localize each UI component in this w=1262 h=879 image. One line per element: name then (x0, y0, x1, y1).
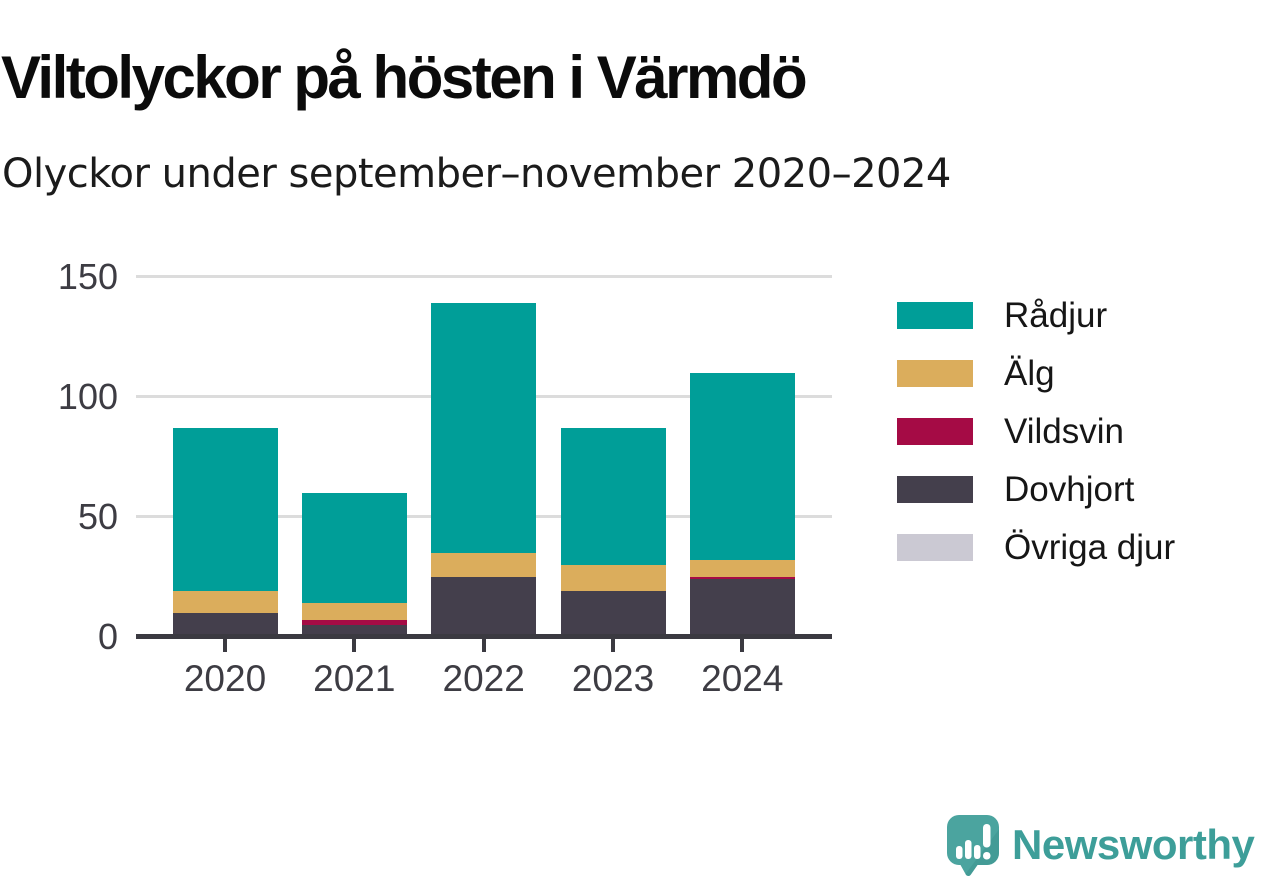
bar-segment-Vildsvin-2024 (689, 577, 795, 580)
bar-segment-Dovhjort-2024 (689, 579, 795, 637)
y-axis-tick-label: 50 (77, 495, 118, 537)
legend-item-Rådjur: Rådjur (897, 297, 1175, 333)
x-axis-tick (740, 639, 745, 652)
chart-legend: Rådjur Älg Vildsvin Dovhjort Övriga djur (897, 297, 1175, 592)
legend-label: Rådjur (1004, 295, 1108, 335)
bar-segment-Älg-2023 (560, 565, 666, 592)
legend-swatch-Rådjur (897, 302, 973, 329)
x-axis-label-2021: 2021 (313, 658, 396, 699)
x-axis-label-2024: 2024 (701, 658, 784, 699)
bar-segment-Rådjur-2022 (431, 303, 537, 553)
bar-segment-Älg-2022 (431, 553, 537, 577)
bar-segment-Vildsvin-2021 (301, 620, 407, 625)
brand-name: Newsworthy (1012, 821, 1255, 868)
bar-segment-Dovhjort-2020 (172, 613, 278, 637)
bar-segment-Rådjur-2024 (689, 373, 795, 561)
bar-segment-Älg-2021 (301, 603, 407, 621)
bar-segment-Dovhjort-2022 (431, 577, 537, 637)
gridline-150 (136, 275, 832, 278)
bar-segment-Dovhjort-2023 (560, 591, 666, 637)
x-axis-tick (611, 639, 615, 652)
x-axis-tick (223, 639, 227, 652)
legend-swatch-Övriga djur (897, 534, 973, 561)
bar-segment-Rådjur-2020 (172, 428, 278, 592)
legend-swatch-Dovhjort (897, 476, 973, 503)
legend-item-Dovhjort: Dovhjort (897, 471, 1175, 507)
legend-label: Övriga djur (1004, 527, 1176, 567)
y-axis-tick-label: 100 (57, 375, 118, 417)
legend-item-Älg: Älg (897, 355, 1175, 391)
x-axis-label-2020: 2020 (183, 658, 267, 699)
legend-swatch-Älg (897, 360, 973, 387)
bar-segment-Älg-2024 (689, 560, 795, 577)
x-axis-label-2022: 2022 (442, 658, 525, 699)
x-axis-tick (352, 639, 357, 652)
legend-label: Dovhjort (1004, 469, 1135, 509)
x-axis-tick (481, 639, 486, 652)
brand-footer: Newsworthy (946, 814, 1255, 876)
chart-subtitle: Olyckor under september–november 2020–20… (2, 151, 951, 197)
y-axis-tick-label: 0 (97, 615, 118, 657)
legend-label: Vildsvin (1004, 411, 1124, 451)
x-axis-label-2023: 2023 (571, 658, 655, 699)
y-axis-tick-label: 150 (57, 255, 118, 297)
bar-segment-Rådjur-2021 (301, 493, 407, 604)
legend-item-Vildsvin: Vildsvin (897, 413, 1175, 449)
newsworthy-logo-icon (947, 815, 1000, 876)
x-axis-line (136, 634, 832, 639)
bar-segment-Rådjur-2023 (560, 428, 666, 565)
legend-swatch-Vildsvin (897, 418, 973, 445)
page-title: Viltolyckor på hösten i Värmdö (1, 44, 808, 112)
legend-item-Övriga djur: Övriga djur (897, 529, 1175, 565)
bar-segment-Älg-2020 (172, 591, 278, 613)
legend-label: Älg (1004, 353, 1055, 393)
